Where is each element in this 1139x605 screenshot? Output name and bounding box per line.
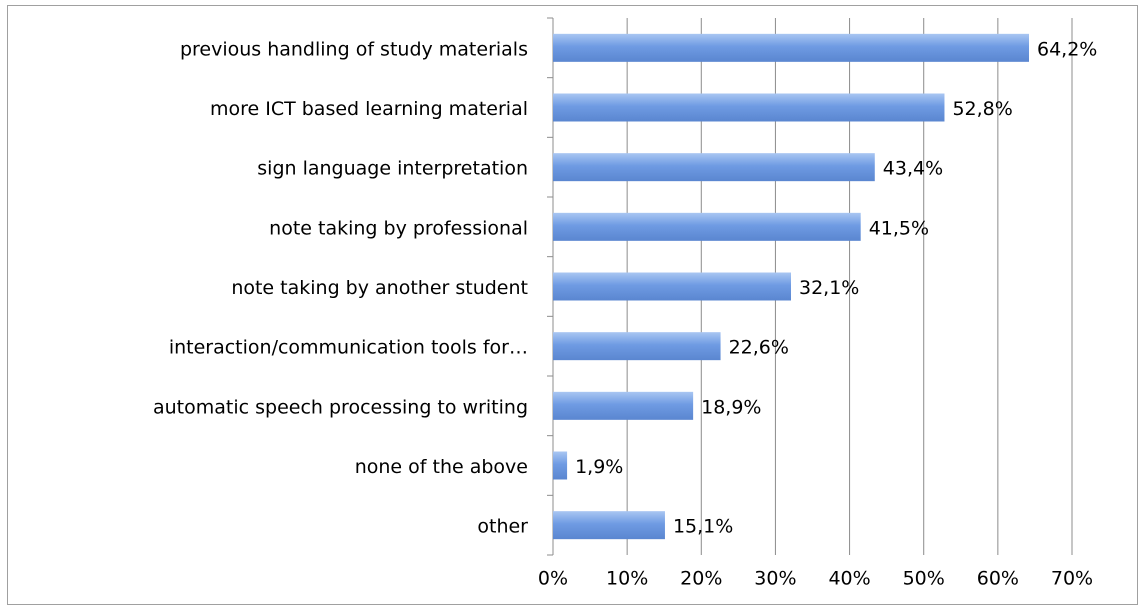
x-tick-label: 20% — [680, 568, 722, 590]
value-label: 43,4% — [883, 158, 943, 180]
y-tick-label: sign language interpretation — [257, 158, 528, 180]
y-tick-label: previous handling of study materials — [180, 38, 528, 60]
bar — [553, 332, 721, 361]
y-tick-label: note taking by professional — [269, 217, 528, 239]
value-label: 1,9% — [575, 456, 623, 478]
bar — [553, 212, 861, 241]
x-tick-label: 70% — [1051, 568, 1093, 590]
bar — [553, 511, 665, 540]
x-tick-label: 0% — [538, 568, 568, 590]
x-tick-label: 40% — [828, 568, 870, 590]
y-tick-label: other — [477, 516, 528, 538]
x-tick-label: 10% — [606, 568, 648, 590]
bar — [553, 33, 1029, 62]
bar — [553, 93, 945, 122]
value-label: 64,2% — [1037, 38, 1097, 60]
value-label: 41,5% — [869, 217, 929, 239]
bar — [553, 153, 875, 182]
value-label: 52,8% — [952, 98, 1012, 120]
bar — [553, 451, 568, 480]
x-tick-label: 60% — [977, 568, 1019, 590]
value-label: 18,9% — [701, 396, 761, 418]
bar — [553, 391, 694, 420]
y-tick-label: note taking by another student — [231, 277, 528, 299]
y-tick-label: none of the above — [355, 456, 528, 478]
bar — [553, 272, 791, 301]
y-tick-label: more ICT based learning material — [210, 98, 528, 120]
x-tick-label: 30% — [754, 568, 796, 590]
value-label: 22,6% — [729, 337, 789, 359]
y-tick-label: automatic speech processing to writing — [153, 396, 528, 418]
x-tick-label: 50% — [903, 568, 945, 590]
value-label: 15,1% — [673, 516, 733, 538]
y-tick-label: interaction/communication tools for… — [169, 337, 528, 359]
value-label: 32,1% — [799, 277, 859, 299]
